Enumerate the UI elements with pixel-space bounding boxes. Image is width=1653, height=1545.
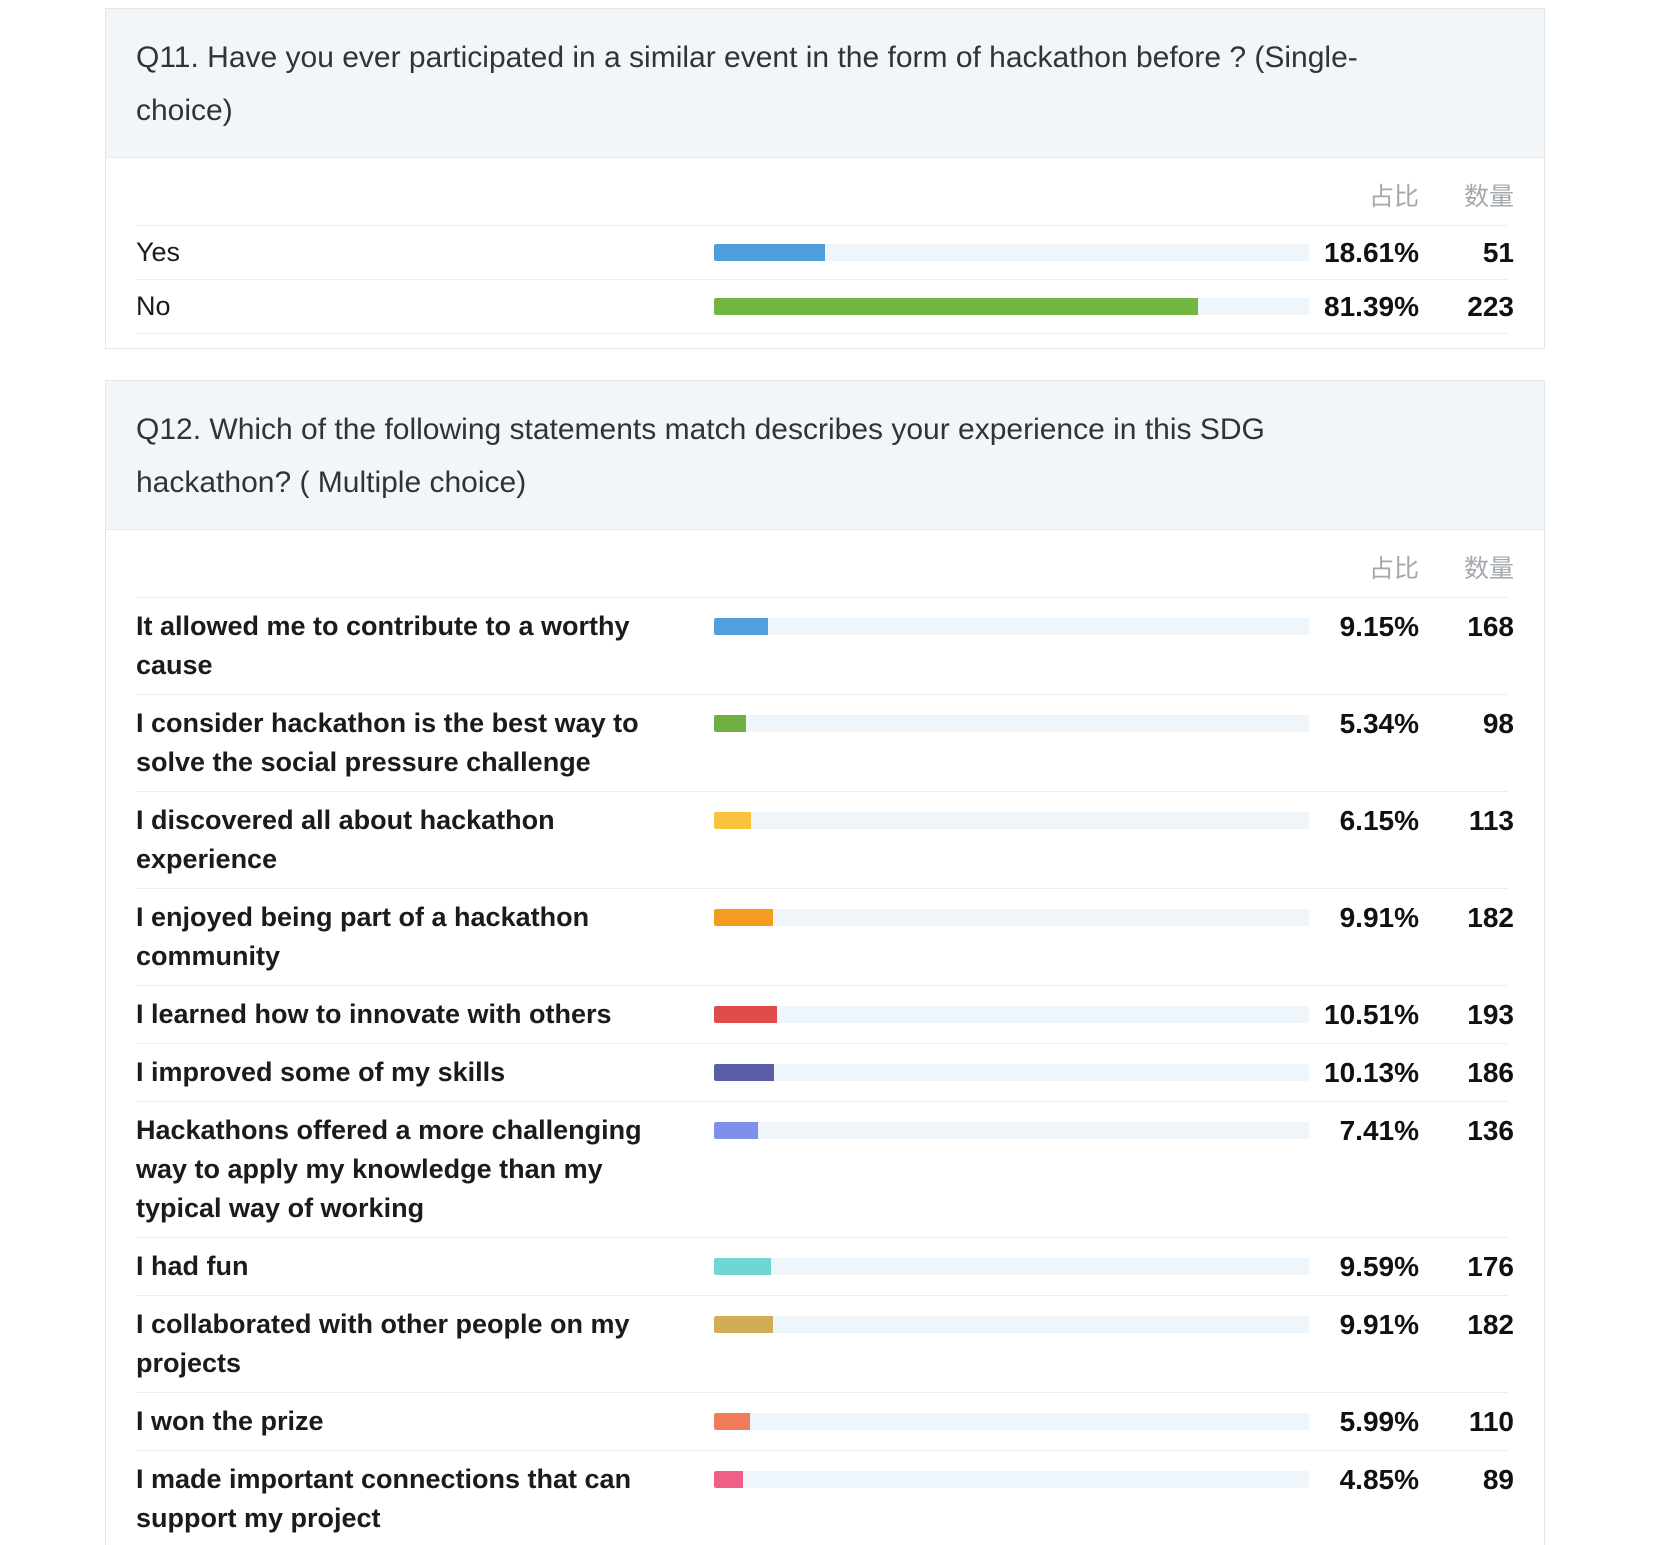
option-bar-track xyxy=(714,1006,1309,1023)
rows: Yes 18.61% 51 No 81.39% 223 xyxy=(136,225,1514,334)
option-label: I improved some of my skills xyxy=(136,1057,506,1087)
result-row: No 81.39% 223 xyxy=(136,279,1514,334)
column-header-row: 占比 数量 xyxy=(136,168,1514,225)
option-label: I enjoyed being part of a hackathon comm… xyxy=(136,902,590,971)
question-header: Q12. Which of the following statements m… xyxy=(106,381,1544,530)
result-row: I improved some of my skills 10.13% 186 xyxy=(136,1043,1514,1101)
option-bar-track xyxy=(714,715,1309,732)
percent-value: 9.91% xyxy=(1339,1309,1419,1340)
column-header-count: 数量 xyxy=(1463,555,1514,583)
option-label: I discovered all about hackathon experie… xyxy=(136,805,555,874)
percent-value: 9.15% xyxy=(1339,611,1419,642)
option-label: I consider hackathon is the best way to … xyxy=(136,708,639,777)
option-bar-fill xyxy=(714,1122,759,1139)
option-label: Yes xyxy=(136,237,181,267)
result-row: Yes 18.61% 51 xyxy=(136,225,1514,279)
count-value: 136 xyxy=(1467,1115,1514,1146)
count-value: 186 xyxy=(1467,1057,1514,1088)
result-row: I made important connections that can su… xyxy=(136,1450,1514,1545)
percent-value: 10.13% xyxy=(1324,1057,1419,1088)
option-bar-track xyxy=(714,1122,1309,1139)
option-bar-track xyxy=(714,812,1309,829)
option-label: I won the prize xyxy=(136,1406,324,1436)
option-label: I learned how to innovate with others xyxy=(136,999,612,1029)
option-bar-fill xyxy=(714,1413,750,1430)
option-bar-fill xyxy=(714,715,746,732)
option-bar-track xyxy=(714,298,1309,315)
result-row: I won the prize 5.99% 110 xyxy=(136,1392,1514,1450)
question-body: 占比 数量 It allowed me to contribute to a w… xyxy=(106,530,1544,1545)
count-value: 110 xyxy=(1468,1406,1514,1437)
result-row: I discovered all about hackathon experie… xyxy=(136,791,1514,888)
percent-value: 10.51% xyxy=(1324,999,1419,1030)
count-value: 98 xyxy=(1482,708,1514,739)
result-row: I enjoyed being part of a hackathon comm… xyxy=(136,888,1514,985)
option-bar-track xyxy=(714,1258,1309,1275)
count-value: 176 xyxy=(1467,1251,1514,1282)
option-bar-fill xyxy=(714,1316,773,1333)
result-row: I consider hackathon is the best way to … xyxy=(136,694,1514,791)
option-bar-fill xyxy=(714,812,751,829)
result-row: I learned how to innovate with others 10… xyxy=(136,985,1514,1043)
option-bar-fill xyxy=(714,298,1199,315)
column-header-count: 数量 xyxy=(1463,183,1514,211)
percent-value: 81.39% xyxy=(1324,291,1419,322)
question-card: Q12. Which of the following statements m… xyxy=(105,380,1545,1545)
column-header-row: 占比 数量 xyxy=(136,540,1514,597)
percent-value: 4.85% xyxy=(1339,1464,1419,1495)
count-value: 113 xyxy=(1468,805,1514,836)
percent-value: 7.41% xyxy=(1339,1115,1419,1146)
option-bar-track xyxy=(714,1064,1309,1081)
count-value: 182 xyxy=(1467,902,1514,933)
option-label: I had fun xyxy=(136,1251,249,1281)
percent-value: 18.61% xyxy=(1324,237,1419,268)
question-card: Q11. Have you ever participated in a sim… xyxy=(105,8,1545,349)
count-value: 51 xyxy=(1482,237,1514,268)
question-header: Q11. Have you ever participated in a sim… xyxy=(106,9,1544,158)
option-label: Hackathons offered a more challenging wa… xyxy=(136,1115,642,1223)
result-row: I had fun 9.59% 176 xyxy=(136,1237,1514,1295)
option-bar-fill xyxy=(714,1471,743,1488)
count-value: 223 xyxy=(1467,291,1514,322)
option-bar-track xyxy=(714,1413,1309,1430)
option-bar-track xyxy=(714,1471,1309,1488)
count-value: 193 xyxy=(1467,999,1514,1030)
result-row: It allowed me to contribute to a worthy … xyxy=(136,597,1514,694)
option-bar-fill xyxy=(714,1006,777,1023)
result-row: I collaborated with other people on my p… xyxy=(136,1295,1514,1392)
percent-value: 5.34% xyxy=(1339,708,1419,739)
option-label: I made important connections that can su… xyxy=(136,1464,632,1533)
option-label: It allowed me to contribute to a worthy … xyxy=(136,611,630,680)
result-row: Hackathons offered a more challenging wa… xyxy=(136,1101,1514,1237)
rows: It allowed me to contribute to a worthy … xyxy=(136,597,1514,1545)
percent-value: 9.59% xyxy=(1339,1251,1419,1282)
option-bar-track xyxy=(714,244,1309,261)
option-bar-fill xyxy=(714,618,769,635)
percent-value: 6.15% xyxy=(1339,805,1419,836)
percent-value: 9.91% xyxy=(1339,902,1419,933)
option-bar-track xyxy=(714,909,1309,926)
option-bar-fill xyxy=(714,1258,772,1275)
column-header-percent: 占比 xyxy=(1368,555,1419,583)
option-bar-fill xyxy=(714,909,773,926)
question-title: Q11. Have you ever participated in a sim… xyxy=(136,41,1358,127)
column-header-percent: 占比 xyxy=(1368,183,1419,211)
option-label: I collaborated with other people on my p… xyxy=(136,1309,630,1378)
option-bar-fill xyxy=(714,244,825,261)
question-body: 占比 数量 Yes 18.61% 51 No 81.39% 223 xyxy=(106,158,1544,348)
option-bar-track xyxy=(714,618,1309,635)
option-label: No xyxy=(136,291,171,321)
count-value: 168 xyxy=(1467,611,1514,642)
option-bar-track xyxy=(714,1316,1309,1333)
count-value: 89 xyxy=(1482,1464,1514,1495)
count-value: 182 xyxy=(1467,1309,1514,1340)
question-title: Q12. Which of the following statements m… xyxy=(136,413,1265,499)
option-bar-fill xyxy=(714,1064,775,1081)
percent-value: 5.99% xyxy=(1339,1406,1419,1437)
